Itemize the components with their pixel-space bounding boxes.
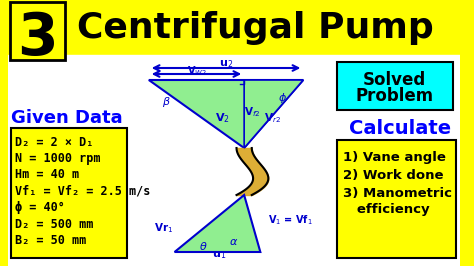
Text: V$_{f2}$: V$_{f2}$ <box>244 105 261 119</box>
Text: B₂ = 50 mm: B₂ = 50 mm <box>15 235 87 247</box>
FancyBboxPatch shape <box>9 2 65 60</box>
Polygon shape <box>174 195 260 252</box>
Text: D₂ = 500 mm: D₂ = 500 mm <box>15 218 94 231</box>
Polygon shape <box>244 80 303 148</box>
Text: $\theta$: $\theta$ <box>199 240 208 252</box>
Polygon shape <box>149 80 303 148</box>
Text: V$_{W2}$: V$_{W2}$ <box>186 64 207 78</box>
Bar <box>8 55 460 266</box>
Text: D₂ = 2 × D₁: D₂ = 2 × D₁ <box>15 135 94 148</box>
Text: ϕ = 40°: ϕ = 40° <box>15 202 65 214</box>
Text: V$_2$: V$_2$ <box>215 111 229 125</box>
Text: $\phi$: $\phi$ <box>278 91 287 105</box>
Bar <box>8 0 460 50</box>
Text: 3) Manometric: 3) Manometric <box>343 188 452 201</box>
Text: Given Data: Given Data <box>11 109 123 127</box>
Text: V$_1$ = Vf$_1$: V$_1$ = Vf$_1$ <box>268 213 313 227</box>
Text: efficiency: efficiency <box>343 203 430 217</box>
Text: 3: 3 <box>17 10 58 66</box>
Text: Solved: Solved <box>363 71 426 89</box>
Text: Problem: Problem <box>356 87 434 105</box>
Text: Hm = 40 m: Hm = 40 m <box>15 168 80 181</box>
Text: $\beta$: $\beta$ <box>162 95 170 109</box>
Text: Vr$_1$: Vr$_1$ <box>154 221 173 235</box>
Text: $\alpha$: $\alpha$ <box>229 237 238 247</box>
FancyBboxPatch shape <box>337 62 453 110</box>
FancyBboxPatch shape <box>337 140 456 258</box>
Text: V$_{r2}$: V$_{r2}$ <box>264 111 281 125</box>
Text: u$_2$: u$_2$ <box>219 58 233 70</box>
Text: 1) Vane angle: 1) Vane angle <box>343 152 446 164</box>
Text: N = 1000 rpm: N = 1000 rpm <box>15 152 101 165</box>
Text: Calculate: Calculate <box>349 118 452 138</box>
Text: 2) Work done: 2) Work done <box>343 169 444 182</box>
Text: Centrifugal Pump: Centrifugal Pump <box>77 11 434 45</box>
FancyBboxPatch shape <box>10 128 127 258</box>
Text: Vf₁ = Vf₂ = 2.5 m/s: Vf₁ = Vf₂ = 2.5 m/s <box>15 185 151 198</box>
Text: u$_1$: u$_1$ <box>212 249 227 261</box>
